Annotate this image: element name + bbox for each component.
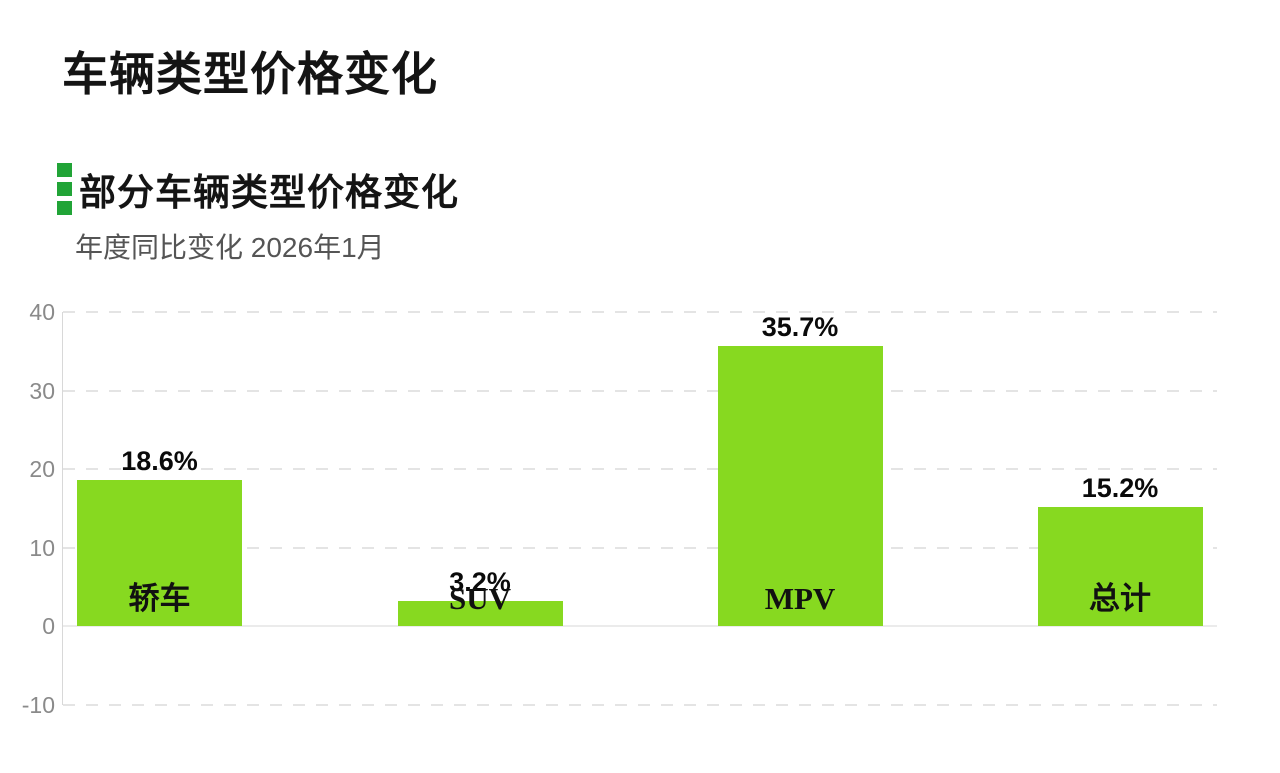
y-axis-tick-label: 10 xyxy=(29,534,55,561)
y-axis-tick-label: 0 xyxy=(42,613,55,640)
chart-title: 部分车辆类型价格变化 xyxy=(79,173,459,214)
chart-subtitle: 年度同比变化 2026年1月 xyxy=(75,232,385,263)
bar-category-label: SUV xyxy=(448,581,511,617)
bar-3 xyxy=(1037,506,1203,627)
y-axis-tick-label: 40 xyxy=(29,299,55,325)
gridline xyxy=(63,704,1217,706)
gridline xyxy=(63,389,1217,392)
bar-category-label: 总计 xyxy=(1089,581,1151,617)
section-header: 部分车辆类型价格变化 xyxy=(57,162,459,216)
bar-category-label: 轿车 xyxy=(128,581,191,617)
bar-1 xyxy=(397,601,563,627)
bar-value-label: 3.2% xyxy=(449,567,511,598)
y-axis-tick-label: -10 xyxy=(21,692,55,718)
zero-gridline xyxy=(63,625,1217,628)
gridline xyxy=(63,468,1217,471)
gridline xyxy=(63,311,1217,313)
y-axis-line xyxy=(62,312,63,705)
bar-category-label: MPV xyxy=(764,581,836,617)
gridline xyxy=(63,546,1217,549)
bar-2 xyxy=(717,345,883,627)
bar-0 xyxy=(77,480,242,627)
y-axis-tick-label: 30 xyxy=(29,377,55,404)
y-axis-tick-label: 20 xyxy=(29,456,55,483)
bar-value-label: 18.6% xyxy=(121,446,198,477)
bar-value-label: 15.2% xyxy=(1081,472,1159,503)
green-dash-marker-icon xyxy=(57,163,72,215)
page-title: 车辆类型价格变化 xyxy=(62,49,438,100)
bar-value-label: 35.7% xyxy=(761,311,839,342)
